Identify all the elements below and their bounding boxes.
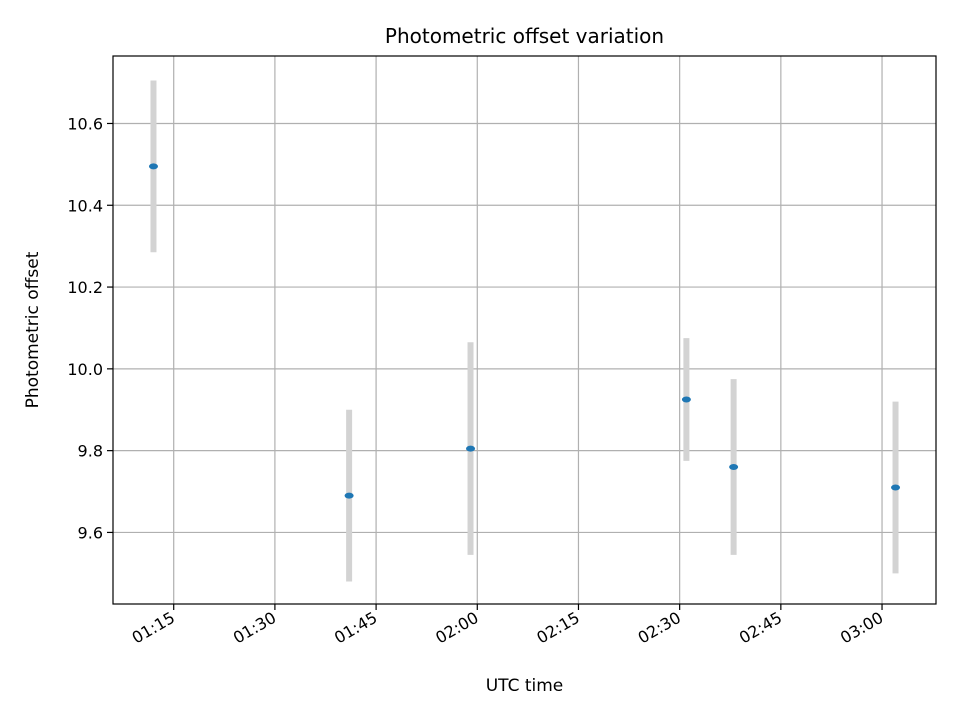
grid <box>113 56 936 604</box>
plot-frame <box>112 55 937 605</box>
x-axis-title: UTC time <box>486 676 564 696</box>
data-point <box>891 484 901 491</box>
chart-title: Photometric offset variation <box>385 24 664 48</box>
y-tick-label: 9.8 <box>78 442 103 461</box>
y-axis: 9.6 9.8 10.0 10.2 10.4 10.6 <box>67 114 113 542</box>
data-point <box>729 464 739 470</box>
y-axis-title: Photometric offset <box>23 251 43 408</box>
y-tick-label: 10.4 <box>67 196 103 215</box>
y-tick-label: 10.0 <box>67 360 103 379</box>
y-tick-label: 10.6 <box>67 114 103 133</box>
data-point <box>148 163 158 170</box>
data-point <box>466 445 476 452</box>
data-point <box>681 396 691 403</box>
y-tick-label: 9.6 <box>78 523 103 542</box>
y-tick-label: 10.2 <box>67 278 103 297</box>
data-point <box>344 492 354 499</box>
data-points <box>148 163 901 499</box>
